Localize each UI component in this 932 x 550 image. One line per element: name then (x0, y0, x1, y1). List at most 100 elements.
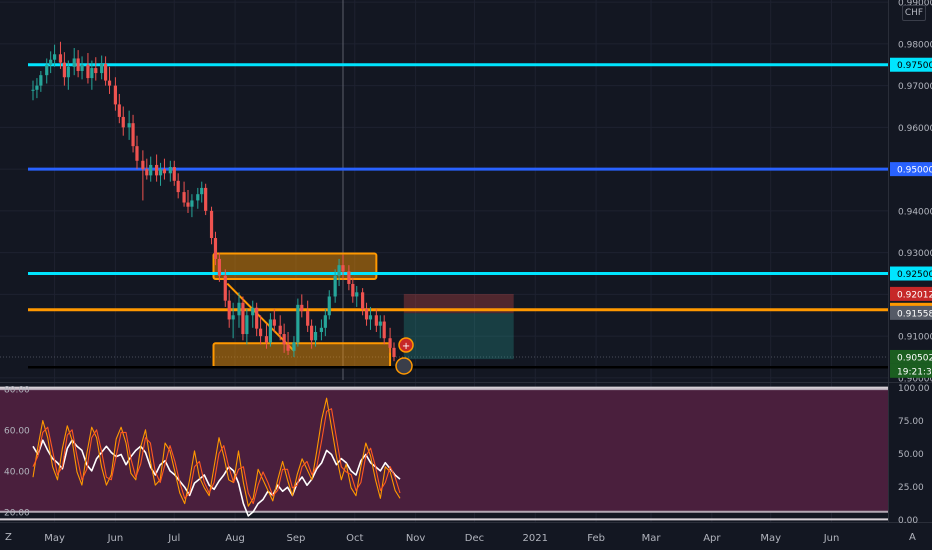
stoch-d-line (32, 408, 401, 505)
candle-body (100, 63, 104, 74)
candle-body (209, 210, 214, 239)
candle-body (121, 116, 125, 128)
candle (223, 269, 227, 307)
candle (80, 56, 84, 80)
candle (241, 296, 245, 341)
candle-body (176, 180, 180, 193)
candle-body (223, 275, 227, 301)
candle-body (49, 59, 53, 65)
candle (300, 294, 304, 318)
candle (39, 70, 43, 92)
candle-body (58, 54, 63, 63)
currency-unit-button[interactable]: CHF (902, 5, 926, 21)
candle-body (333, 275, 337, 297)
candle (251, 300, 255, 328)
candle (282, 323, 286, 353)
candle-body (251, 307, 255, 316)
symbol-z-button[interactable]: Z (5, 532, 12, 543)
x-tick-label: Jun (107, 533, 124, 544)
candle-body (168, 167, 172, 174)
candle (310, 319, 314, 349)
candle-body (374, 315, 378, 326)
candle (327, 290, 331, 320)
candle-body (351, 283, 355, 297)
resistance-zone[interactable] (212, 252, 378, 280)
candle-body (76, 58, 80, 71)
y-tick-label: 0.93000 (898, 249, 932, 259)
candle-body (337, 265, 341, 276)
x-tick-label: Nov (406, 533, 426, 544)
candle-body (323, 315, 327, 328)
candle (392, 342, 396, 362)
candle (237, 292, 241, 328)
candle (100, 55, 104, 80)
x-tick-label: Jun (823, 533, 840, 544)
y-tick-label: 0.94000 (898, 207, 932, 217)
candle (117, 93, 121, 124)
indicator-band (0, 389, 888, 512)
candle-body (245, 315, 249, 335)
candle-body (131, 123, 135, 147)
candle (76, 50, 80, 78)
candle (306, 300, 310, 332)
support-zone[interactable] (212, 342, 392, 369)
event-flag-icon[interactable] (398, 337, 414, 353)
candle-body (388, 338, 392, 348)
event-markers[interactable]: + (395, 337, 414, 375)
candle-body (117, 104, 121, 117)
candle-body (268, 319, 273, 343)
candle (213, 231, 218, 266)
candle-body (392, 347, 396, 358)
level-price-label: 0.95000 (897, 166, 932, 176)
candle (135, 135, 139, 170)
candle-body (127, 123, 131, 128)
price-tag-label: 0.91558 (897, 309, 932, 319)
candle (72, 48, 76, 76)
candle (149, 156, 153, 182)
candle (90, 60, 94, 90)
indicator-left-tick: 80.00 (4, 386, 30, 396)
candle-body (286, 344, 290, 351)
candle (268, 313, 273, 347)
candle-body (282, 334, 286, 345)
x-tick-label: May (44, 533, 65, 544)
candle-body (204, 187, 208, 211)
candle (131, 114, 135, 153)
candle-body (94, 68, 98, 74)
candle-body (300, 304, 304, 312)
auto-scale-button[interactable]: A (909, 532, 916, 543)
x-tick-label: Mar (642, 533, 662, 544)
event-flag-glyph: + (402, 341, 410, 352)
candle-body (382, 321, 386, 339)
indicator-left-tick: 40.00 (4, 467, 30, 477)
candle (86, 53, 90, 84)
event-news-icon[interactable] (395, 357, 413, 375)
candle (66, 60, 70, 90)
candle-body (186, 202, 190, 207)
candle (382, 315, 386, 345)
candle (158, 162, 163, 186)
candle (35, 78, 39, 99)
indicator-pane[interactable] (32, 397, 401, 517)
x-tick-label: 2021 (523, 533, 548, 544)
candle (313, 325, 318, 347)
candle (186, 190, 190, 213)
price-pane[interactable] (0, 0, 888, 380)
x-tick-label: Aug (225, 533, 245, 544)
candle (58, 41, 63, 69)
reward-zone[interactable] (403, 313, 514, 360)
candle-body (255, 307, 259, 329)
candle (355, 286, 359, 307)
candle-body (86, 64, 90, 79)
level-price-tag (890, 162, 932, 177)
candle-body (327, 296, 331, 316)
candle (217, 252, 221, 282)
candle (113, 77, 118, 111)
price-tag (890, 363, 932, 378)
y-tick-label: 0.98000 (898, 40, 932, 50)
x-tick-label: Dec (465, 533, 484, 544)
candle (155, 154, 159, 182)
x-tick-label: May (760, 533, 781, 544)
candle-body (155, 164, 159, 176)
